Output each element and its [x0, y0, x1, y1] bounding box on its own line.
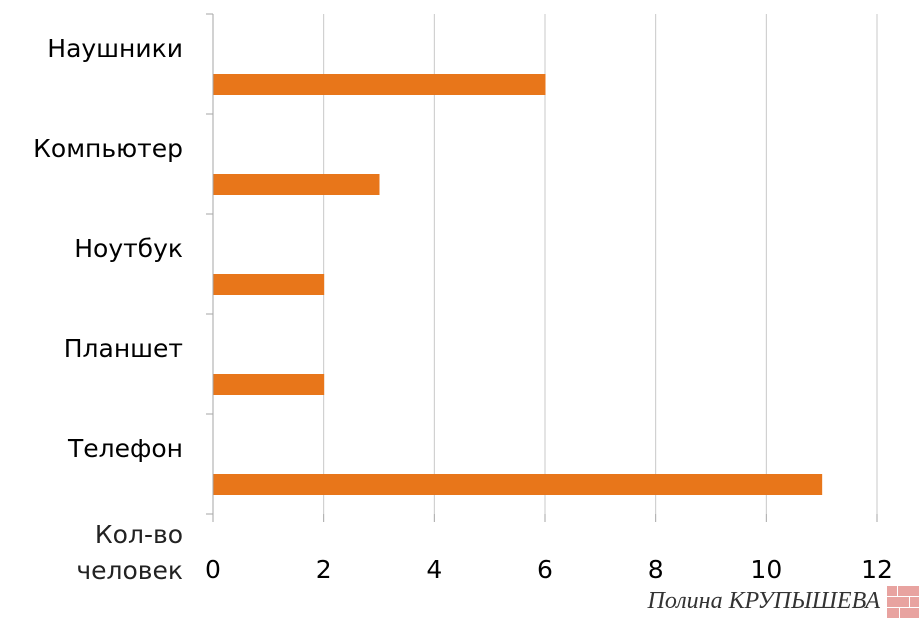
- brick-logo-icon: [887, 586, 919, 618]
- x-axis-title-line-1: Кол-во: [95, 520, 183, 549]
- category-label-0: Наушники: [47, 34, 183, 63]
- bar-2: [213, 274, 325, 295]
- category-label-2: Ноутбук: [74, 234, 183, 263]
- bar-3: [213, 374, 325, 395]
- bar-1: [213, 174, 380, 195]
- x-tick-label-1: 2: [316, 555, 332, 584]
- x-axis-title-line-2: человек: [76, 556, 183, 585]
- x-tick-label-2: 4: [426, 555, 442, 584]
- category-label-4: Телефон: [67, 434, 183, 463]
- author-caption: Полина КРУПЫШЕВА: [647, 588, 880, 614]
- bar-0: [213, 74, 546, 95]
- x-tick-label-3: 6: [537, 555, 553, 584]
- category-label-3: Планшет: [64, 334, 183, 363]
- x-axis-title: Кол-во человек: [76, 520, 183, 585]
- category-label-1: Компьютер: [33, 134, 183, 163]
- bar-4: [213, 474, 823, 495]
- x-tick-label-0: 0: [205, 555, 221, 584]
- x-tick-label-6: 12: [861, 555, 893, 584]
- x-tick-label-4: 8: [648, 555, 664, 584]
- x-tick-label-5: 10: [750, 555, 782, 584]
